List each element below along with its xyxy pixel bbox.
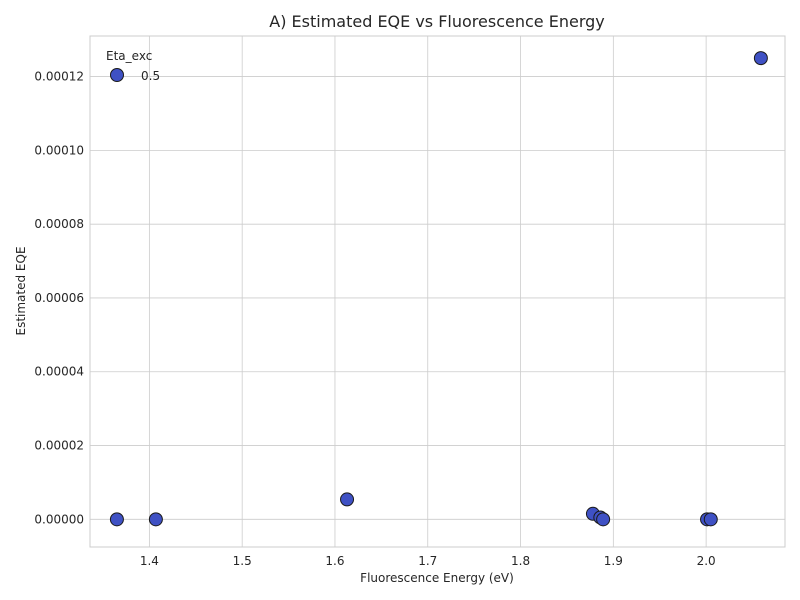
chart-title: A) Estimated EQE vs Fluorescence Energy (269, 12, 604, 31)
x-tick-label: 2.0 (697, 554, 716, 568)
data-point (596, 512, 611, 527)
y-tick-label: 0.00008 (34, 217, 84, 231)
x-axis-label: Fluorescence Energy (eV) (360, 571, 514, 585)
legend: Eta_exc 0.5 (106, 49, 160, 83)
x-tick-label: 1.5 (233, 554, 252, 568)
y-axis-ticks: 0.00000 0.00002 0.00004 0.00006 0.00008 0.000… (34, 70, 84, 527)
x-axis-ticks: 1.4 1.5 1.6 1.7 1.8 1.9 2.0 (140, 554, 716, 568)
data-point (148, 512, 163, 527)
x-tick-label: 1.6 (325, 554, 344, 568)
plot-frame (89, 35, 786, 548)
y-tick-label: 0.00010 (34, 143, 84, 157)
legend-title: Eta_exc (106, 49, 152, 63)
x-tick-label: 1.8 (511, 554, 530, 568)
y-tick-label: 0.00006 (34, 291, 84, 305)
data-points (109, 51, 768, 527)
y-tick-label: 0.00004 (34, 365, 84, 379)
x-tick-label: 1.9 (604, 554, 623, 568)
data-point (703, 512, 718, 527)
x-tick-label: 1.4 (140, 554, 159, 568)
x-tick-label: 1.7 (418, 554, 437, 568)
data-point (340, 492, 355, 507)
y-tick-label: 0.00002 (34, 439, 84, 453)
y-tick-label: 0.00012 (34, 70, 84, 84)
legend-entry-label: 0.5 (141, 69, 160, 83)
y-tick-label: 0.00000 (34, 512, 84, 526)
y-axis-label: Estimated EQE (14, 246, 28, 335)
data-point (753, 51, 768, 66)
legend-marker (110, 68, 124, 82)
data-point (109, 512, 124, 527)
grid-lines (90, 36, 785, 547)
